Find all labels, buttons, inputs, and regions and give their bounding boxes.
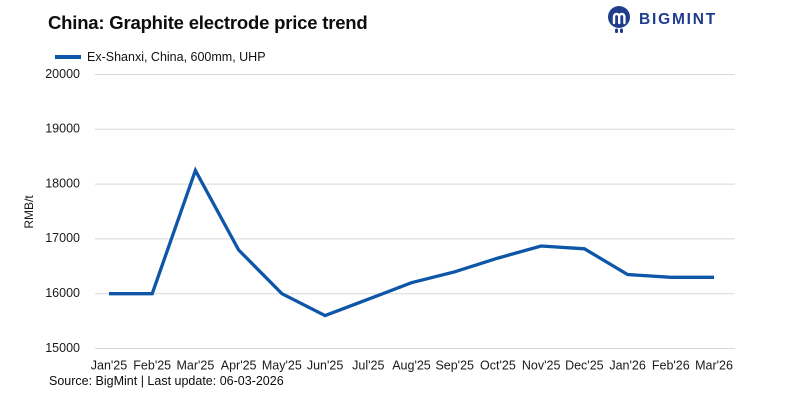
legend-line-marker bbox=[55, 55, 81, 59]
legend-label: Ex-Shanxi, China, 600mm, UHP bbox=[87, 50, 266, 64]
x-axis-tick-label: Mar'26 bbox=[695, 358, 733, 372]
x-axis-tick-label: Jan'26 bbox=[609, 358, 645, 372]
y-axis-tick-label: 16000 bbox=[45, 286, 80, 300]
y-axis-tick-label: 20000 bbox=[45, 67, 80, 81]
x-axis-tick-label: Mar'25 bbox=[177, 358, 215, 372]
x-axis-tick-label: Feb'25 bbox=[133, 358, 171, 372]
legend: Ex-Shanxi, China, 600mm, UHP bbox=[55, 50, 266, 64]
bigmint-logo: BIGMINT bbox=[606, 5, 717, 35]
x-axis-tick-label: Nov'25 bbox=[522, 358, 561, 372]
x-axis-tick-label: Feb'26 bbox=[652, 358, 690, 372]
y-axis-tick-label: 17000 bbox=[45, 231, 80, 245]
bigmint-logo-icon bbox=[608, 6, 630, 33]
y-axis-tick-label: 18000 bbox=[45, 176, 80, 190]
x-axis-tick-label: Apr'25 bbox=[221, 358, 257, 372]
y-axis-tick-label: 15000 bbox=[45, 341, 80, 355]
x-axis-tick-label: May'25 bbox=[262, 358, 302, 372]
y-axis-title: RMB/t bbox=[22, 195, 36, 229]
x-axis-tick-label: Jan'25 bbox=[91, 358, 127, 372]
y-axis-tick-label: 19000 bbox=[45, 122, 80, 136]
page-title: China: Graphite electrode price trend bbox=[48, 12, 368, 33]
x-axis-tick-label: Dec'25 bbox=[565, 358, 604, 372]
price-line bbox=[109, 166, 714, 318]
x-axis-tick-label: Sep'25 bbox=[435, 358, 474, 372]
x-axis-tick-label: Aug'25 bbox=[392, 358, 431, 372]
source-note: Source: BigMint | Last update: 06-03-202… bbox=[49, 374, 284, 388]
x-axis-tick-label: Jul'25 bbox=[352, 358, 384, 372]
x-axis-tick-label: Oct'25 bbox=[480, 358, 516, 372]
x-axis-tick-label: Jun'25 bbox=[307, 358, 343, 372]
bigmint-logo-text: BIGMINT bbox=[639, 11, 718, 28]
